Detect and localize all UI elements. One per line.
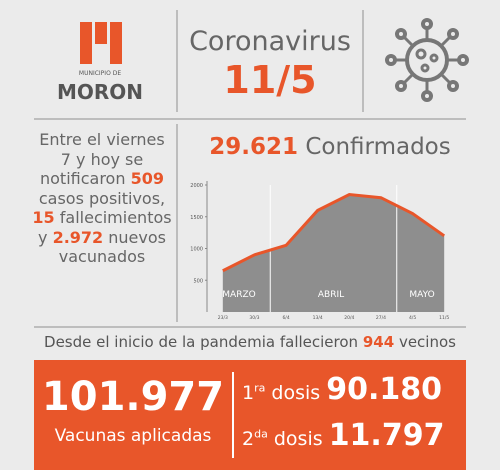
logo-icon [80,22,122,64]
virus-icon [385,18,469,102]
y-tick-label: 500 [193,278,203,284]
summary-text: casos positivos, [38,188,166,208]
x-tick-label: 30/3 [249,315,259,321]
area [222,194,445,312]
dose-num: 2 [242,428,255,450]
deaths-text: Desde el inicio de la pandemia fallecier… [44,333,359,351]
header-date: 11/5 [223,58,317,102]
month-label: ABRIL [318,290,344,300]
x-tick-label: 11/5 [439,315,449,321]
confirmed-label: Confirmados [305,134,451,160]
dose-value: 11.797 [328,418,445,453]
dose2: 2da dosis 11.797 [242,418,444,453]
deaths-value: 944 [362,333,395,351]
month-label: MARZO [222,290,255,300]
summary-vaccinated: 2.972 [52,227,104,247]
dose-num: 1 [242,382,255,404]
logo-name: MORON [56,80,144,104]
line [222,192,446,273]
dose-word: dosis [273,428,323,450]
dose1: 1ra dosis 90.180 [242,372,442,407]
month-label: MAYO [409,290,434,300]
confirmed: 29.621 Confirmados [180,134,480,160]
summary-text: Entre el viernes 7 y hoy se notificaron [39,130,165,188]
summary: Entre el viernes 7 y hoy se notificaron … [32,130,172,267]
y-tick-label: 1000 [190,247,203,253]
dose-sup: ra [254,381,266,395]
y-tick-label: 1500 [190,215,203,221]
summary-text: nuevos vacunados [58,227,166,267]
x-tick-label: 4/5 [409,315,416,321]
logo-small: MUNICIPIO DE [78,70,122,77]
x-tick-label: 23/3 [218,315,228,321]
deaths-text: vecinos [398,333,456,351]
x-tick-label: 6/4 [282,315,289,321]
vaccines-total-label: Vacunas aplicadas [54,426,212,446]
y-tick-label: 2000 [190,183,203,189]
header-title: Coronavirus [189,26,351,57]
x-tick-label: 20/4 [344,315,354,321]
summary-deaths: 15 [32,208,55,227]
vaccines-total: 101.977 [41,374,225,420]
deaths-line: Desde el inicio de la pandemia fallecier… [0,333,500,351]
chart: 500 1000 1500 2000 23/3 30/3 6/4 13/4 20/4 27/4 4/… [190,181,449,321]
x-tick-label: 27/4 [376,315,386,321]
dose-value: 90.180 [326,372,442,407]
dose-word: dosis [271,382,321,404]
x-tick-label: 13/4 [313,315,323,321]
vaccines-box: 101.977 Vacunas aplicadas 1ra dosis 90.1… [34,360,466,470]
summary-text: fallecimientos y [38,208,172,247]
summary-cases: 509 [130,169,164,188]
confirmed-value: 29.621 [209,134,299,160]
dose-sup: da [254,427,268,441]
